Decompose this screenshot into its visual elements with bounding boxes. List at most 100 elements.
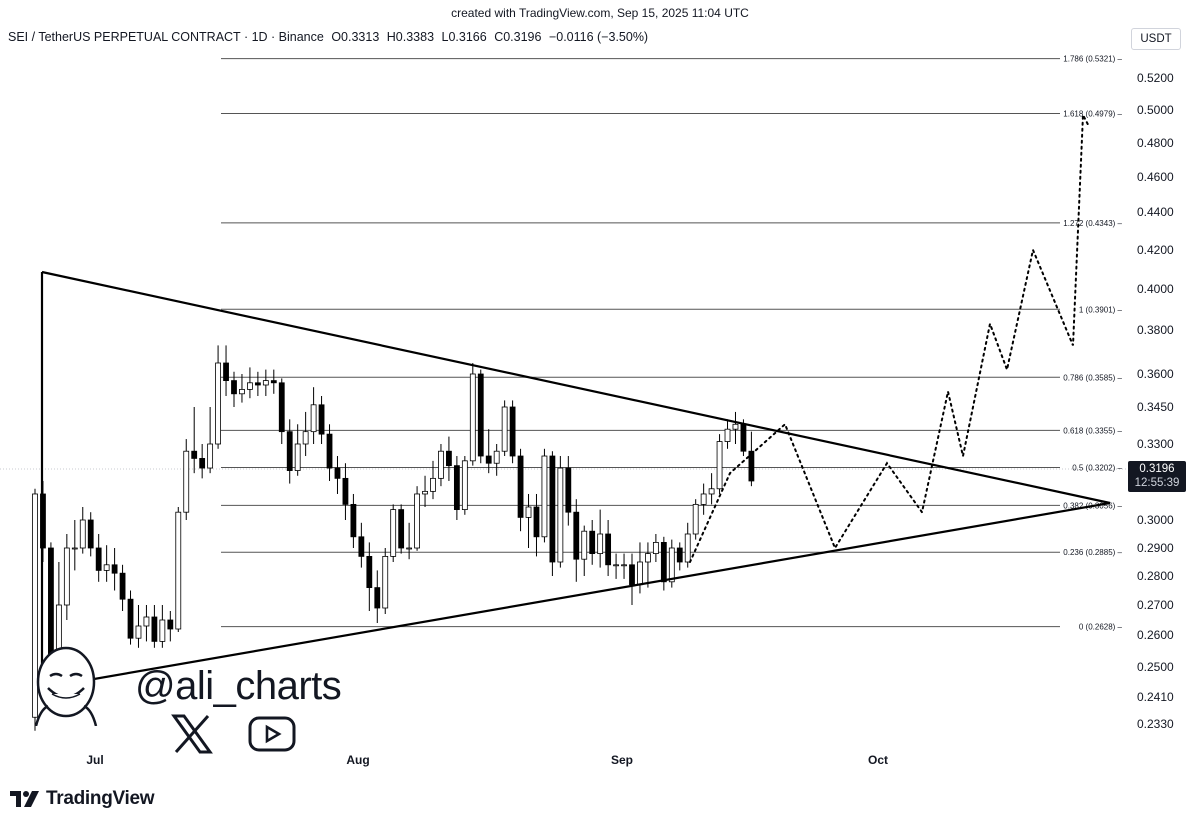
- candle-up: [645, 553, 651, 563]
- candle-down: [111, 564, 118, 574]
- candle-down: [342, 477, 349, 505]
- last-price: 0.3196: [1139, 463, 1175, 475]
- candle-up: [708, 488, 715, 495]
- triangle-lower-trendline: [41, 501, 1111, 690]
- candle-down: [605, 533, 612, 566]
- symbol-name: SEI / TetherUS PERPETUAL CONTRACT · 1D ·…: [8, 30, 324, 44]
- candle-down: [366, 556, 373, 589]
- candle-up: [700, 493, 707, 505]
- last-price-tag: 0.3196 12:55:39: [1128, 461, 1186, 492]
- candle-down: [286, 431, 293, 471]
- candle-up: [382, 556, 389, 609]
- y-tick-label: 0.5200: [1137, 71, 1174, 85]
- symbol-header: SEI / TetherUS PERPETUAL CONTRACT · 1D ·…: [8, 30, 652, 44]
- candle-up: [262, 380, 269, 386]
- candle-up: [732, 423, 739, 430]
- candle-down: [318, 404, 325, 435]
- candle-up: [525, 506, 532, 518]
- fib-level-label: 0 (0.2628) –: [1079, 623, 1123, 632]
- candle-up: [135, 625, 142, 639]
- candle-up: [597, 533, 604, 555]
- candle-up: [461, 460, 468, 510]
- tradingview-logo[interactable]: TradingView: [10, 788, 155, 810]
- candle-down: [374, 587, 381, 609]
- candle-down: [446, 450, 452, 467]
- y-tick-label: 0.3800: [1137, 323, 1174, 337]
- candle-up: [414, 493, 420, 549]
- candle-down: [629, 564, 635, 586]
- x-tick-label: Oct: [868, 753, 888, 767]
- candle-down: [278, 382, 285, 433]
- candle-down: [589, 530, 596, 555]
- y-tick-label: 0.2330: [1137, 717, 1174, 731]
- candle-up: [406, 547, 413, 550]
- y-tick-label: 0.2900: [1137, 541, 1174, 555]
- y-tick-label: 0.4800: [1137, 136, 1174, 150]
- candle-down: [477, 373, 484, 457]
- candle-up: [613, 564, 619, 567]
- candle-up: [430, 477, 436, 492]
- candle-up: [390, 509, 397, 557]
- y-tick-label: 0.3450: [1137, 400, 1174, 414]
- candle-down: [127, 598, 134, 639]
- candle-down: [223, 362, 229, 382]
- candle-up: [302, 431, 309, 445]
- y-tick-label: 0.3300: [1137, 437, 1174, 451]
- candle-down: [151, 616, 158, 642]
- y-tick-label: 0.2600: [1137, 628, 1174, 642]
- x-icon: [171, 714, 213, 754]
- candle-down: [398, 509, 405, 549]
- candle-up: [32, 493, 38, 718]
- candle-down: [573, 511, 580, 560]
- created-line: created with TradingView.com, Sep 15, 20…: [451, 6, 749, 20]
- candle-up: [716, 441, 723, 490]
- x-tick-label: Jul: [86, 753, 103, 767]
- candle-up: [684, 533, 691, 563]
- candle-up: [652, 542, 659, 555]
- candle-up: [183, 450, 190, 513]
- fib-level-label: 1.618 (0.4979) –: [1063, 109, 1122, 118]
- x-tick-label: Sep: [611, 753, 633, 767]
- candle-down: [231, 380, 237, 395]
- candle-down: [453, 465, 460, 510]
- fib-level-label: 0.786 (0.3585) –: [1063, 373, 1122, 382]
- y-tick-label: 0.2500: [1137, 660, 1174, 674]
- candle-up: [310, 404, 317, 433]
- fib-level-label: 0.5 (0.3202) –: [1072, 464, 1122, 473]
- candle-up: [71, 547, 78, 550]
- candle-down: [254, 382, 261, 386]
- candle-down: [533, 506, 540, 538]
- candle-up: [581, 530, 588, 560]
- candle-down: [199, 458, 206, 469]
- candle-up: [469, 373, 476, 462]
- x-tick-label: Aug: [346, 753, 369, 767]
- candle-up: [501, 406, 508, 452]
- low-value: L0.3166: [441, 30, 487, 44]
- y-tick-label: 0.4400: [1137, 205, 1174, 219]
- candle-up: [103, 564, 110, 571]
- candle-down: [191, 450, 198, 459]
- y-tick-label: 0.4600: [1137, 170, 1174, 184]
- candle-up: [159, 619, 166, 642]
- candle-down: [270, 380, 277, 384]
- candle-down: [95, 547, 102, 571]
- bar-countdown: 12:55:39: [1134, 477, 1180, 489]
- currency-button[interactable]: USDT: [1131, 28, 1181, 50]
- candle-down: [350, 503, 357, 538]
- candle-down: [87, 519, 94, 549]
- candle-down: [119, 572, 126, 600]
- fib-level-label: 1.272 (0.4343) –: [1063, 219, 1122, 228]
- candle-up: [207, 443, 214, 469]
- candle-up: [557, 467, 564, 563]
- candle-up: [692, 503, 699, 535]
- candle-down: [740, 423, 747, 452]
- fib-level-label: 1 (0.3901) –: [1079, 305, 1123, 314]
- candle-up: [79, 519, 86, 549]
- tradingview-logo-text: TradingView: [46, 788, 155, 809]
- candle-down: [167, 619, 174, 630]
- watermark-social: [170, 714, 296, 754]
- candle-up: [247, 382, 253, 390]
- y-tick-label: 0.3000: [1137, 513, 1174, 527]
- candle-down: [358, 536, 365, 557]
